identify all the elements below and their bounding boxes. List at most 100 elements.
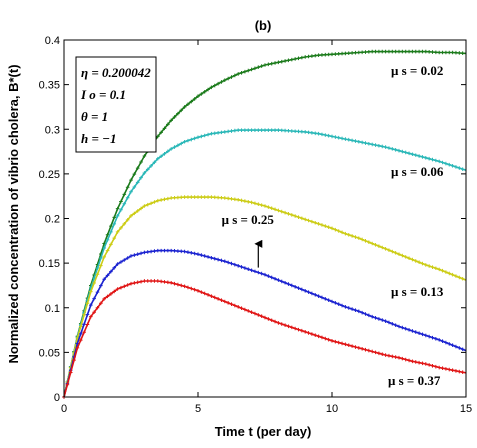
series-point	[387, 353, 391, 358]
series-point	[353, 345, 358, 349]
series-point	[122, 201, 127, 206]
series-point	[286, 58, 291, 63]
series-point	[343, 51, 348, 56]
x-tick-label: 15	[460, 403, 472, 415]
series-point	[283, 210, 287, 215]
series-point	[253, 201, 257, 206]
series-point	[387, 146, 391, 150]
series-point	[387, 49, 391, 54]
series-point	[410, 359, 415, 364]
series-point	[182, 284, 187, 289]
series-point	[313, 293, 318, 297]
series-point	[109, 242, 113, 247]
series-point	[397, 252, 401, 256]
series-point	[377, 49, 381, 54]
series-point	[346, 137, 351, 142]
series-point	[135, 180, 140, 185]
series-point	[172, 145, 177, 149]
series-point	[283, 280, 287, 285]
series-point	[457, 275, 462, 280]
series-point	[182, 139, 187, 144]
series-point	[460, 51, 465, 55]
series-point	[233, 303, 237, 308]
series-point	[373, 350, 378, 355]
series-point	[139, 160, 143, 164]
series-point	[454, 165, 458, 169]
series-point	[135, 166, 140, 170]
series-point	[179, 283, 184, 288]
series-point	[360, 140, 364, 145]
series-point	[420, 361, 425, 366]
series-point	[233, 262, 237, 267]
series-point	[457, 369, 462, 374]
series-point	[253, 66, 257, 71]
series-point	[430, 335, 435, 340]
series-point	[303, 217, 307, 222]
series-point	[377, 351, 381, 356]
series-point	[176, 111, 180, 116]
y-tick-label: 0.3	[45, 124, 60, 136]
series-point	[460, 276, 465, 281]
series-point	[273, 276, 277, 281]
series-point	[440, 366, 445, 371]
series-point	[403, 255, 408, 259]
series-label: μ s = 0.37	[388, 373, 441, 388]
series-point	[310, 332, 314, 336]
series-point	[296, 129, 301, 134]
series-point	[246, 267, 251, 271]
series-point	[346, 306, 351, 310]
series-point	[92, 310, 96, 315]
series-point	[223, 130, 227, 134]
series-point	[182, 195, 187, 199]
series-point	[243, 199, 247, 203]
series-point	[209, 255, 214, 260]
series-point	[226, 301, 230, 305]
series-point	[99, 263, 103, 268]
series-point	[122, 192, 127, 197]
series-point	[437, 159, 441, 164]
series-point	[189, 286, 194, 291]
series-point	[343, 231, 348, 236]
series-point	[323, 336, 328, 341]
series-point	[85, 301, 90, 306]
series-point	[283, 128, 287, 133]
series-point	[156, 279, 160, 283]
series-point	[89, 289, 93, 294]
series-point	[259, 314, 264, 319]
series-point	[159, 198, 163, 202]
series-point	[139, 206, 143, 211]
series-point	[256, 313, 261, 317]
series-point	[424, 263, 428, 267]
series-point	[340, 303, 344, 308]
series-point	[269, 318, 274, 323]
series-point	[249, 268, 254, 273]
series-layer	[62, 49, 467, 399]
series-point	[99, 256, 103, 260]
series-point	[403, 150, 408, 155]
series-point	[313, 220, 318, 225]
series-point	[202, 133, 207, 138]
series-point	[89, 314, 93, 319]
series-point	[383, 353, 388, 357]
series-point	[444, 270, 448, 274]
series-point	[233, 197, 237, 202]
series-point	[437, 267, 441, 272]
y-tick-label: 0.35	[39, 80, 60, 92]
series-point	[85, 322, 90, 327]
series-point	[142, 204, 147, 208]
series-point	[407, 49, 411, 54]
series-point	[407, 151, 411, 156]
series-point	[92, 281, 96, 285]
series-point	[256, 270, 261, 275]
series-point	[430, 265, 435, 269]
series-point	[132, 253, 137, 257]
series-point	[162, 248, 167, 253]
series-point	[326, 337, 331, 342]
series-point	[179, 249, 184, 254]
series-point	[447, 367, 452, 372]
series-point	[276, 128, 281, 132]
series-point	[159, 154, 163, 159]
series-point	[286, 212, 291, 216]
series-point	[410, 329, 415, 333]
series-point	[156, 134, 160, 139]
